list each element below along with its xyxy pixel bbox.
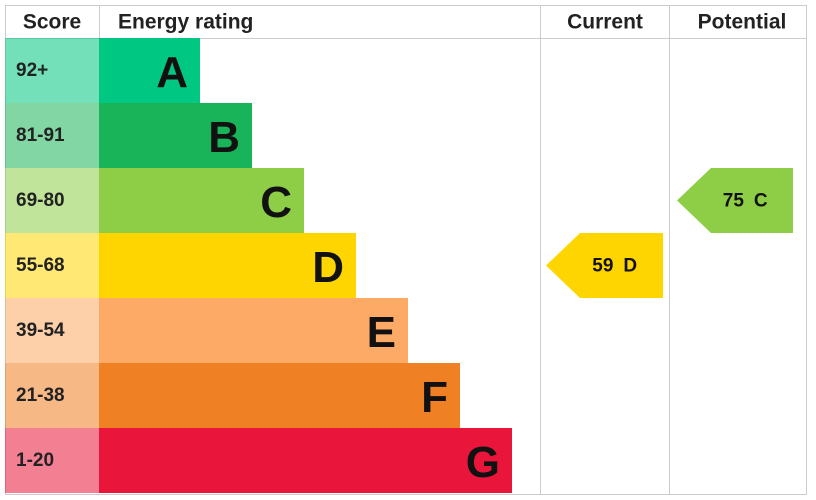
band-bar (99, 298, 408, 363)
score-cell (5, 363, 99, 428)
score-cell (5, 428, 99, 493)
score-cell (5, 298, 99, 363)
band-score: 55-68 (16, 255, 65, 276)
band-letter: A (156, 48, 188, 97)
band-score: 39-54 (16, 320, 65, 341)
band-letter: D (312, 243, 344, 292)
band-letter: C (260, 178, 292, 227)
band-bar (99, 233, 356, 298)
potential-score: 75 (723, 190, 745, 211)
band-letter: G (466, 438, 500, 487)
band-score: 81-91 (16, 125, 65, 146)
potential-arrow (677, 168, 793, 233)
band-bar (99, 363, 460, 428)
band-letter: F (421, 373, 448, 422)
band-score: 21-38 (16, 385, 65, 406)
header-rating: Energy rating (118, 11, 253, 34)
band-bar (99, 103, 252, 168)
header-current: Current (567, 11, 643, 34)
current-label: 59 D (592, 255, 637, 276)
current-score: 59 (592, 255, 613, 276)
band-bar (99, 168, 304, 233)
band-score: 1-20 (16, 450, 54, 471)
score-cell (5, 168, 99, 233)
current-arrow (546, 233, 663, 298)
header-score: Score (23, 11, 81, 34)
score-cell (5, 233, 99, 298)
band-score: 69-80 (16, 190, 65, 211)
score-cell (5, 103, 99, 168)
band-letter: B (208, 113, 240, 162)
potential-band: C (754, 190, 768, 211)
band-bar (99, 38, 200, 103)
potential-label: 75 C (723, 190, 768, 211)
score-cell (5, 38, 99, 103)
band-score: 92+ (16, 60, 48, 81)
header-potential: Potential (698, 11, 787, 34)
band-letter: E (367, 308, 396, 357)
band-bar (99, 428, 512, 493)
current-band: D (623, 255, 637, 276)
